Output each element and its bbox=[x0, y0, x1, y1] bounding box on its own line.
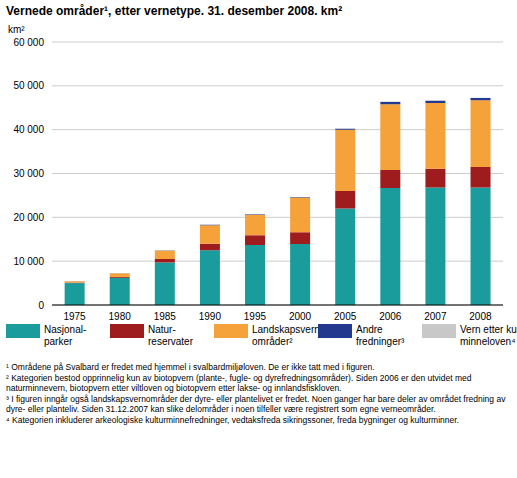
html-text:¹ Områdene på Svalbard er fred: ¹ Områdene på Svalbard er fredet med hje… bbox=[6, 362, 375, 372]
svg-text:2007: 2007 bbox=[424, 311, 447, 322]
html-text:Landskapsvern- områder²: Landskapsvern- områder² bbox=[252, 324, 324, 347]
svg-text:1990: 1990 bbox=[199, 311, 222, 322]
html-text:km²: km² bbox=[8, 24, 25, 35]
svg-text:1995: 1995 bbox=[244, 311, 267, 322]
html-text:Vernede områder¹, etter vernet: Vernede områder¹, etter vernetype. 31. d… bbox=[6, 4, 343, 18]
svg-text:40 000: 40 000 bbox=[13, 124, 44, 135]
svg-text:10 000: 10 000 bbox=[13, 256, 44, 267]
svg-text:60 000: 60 000 bbox=[13, 37, 44, 48]
html-text:⁴ Kategorien inkluderer arkeol: ⁴ Kategorien inkluderer arkeologiske kul… bbox=[6, 414, 459, 425]
svg-text:1980: 1980 bbox=[109, 311, 132, 322]
svg-text:50 000: 50 000 bbox=[13, 80, 44, 91]
html-text:Natur- reservater: Natur- reservater bbox=[148, 324, 193, 347]
svg-text:30 000: 30 000 bbox=[13, 168, 44, 179]
svg-text:20 000: 20 000 bbox=[13, 212, 44, 223]
svg-text:2008: 2008 bbox=[469, 311, 492, 322]
svg-text:2000: 2000 bbox=[289, 311, 312, 322]
svg-text:1975: 1975 bbox=[63, 311, 86, 322]
svg-text:2006: 2006 bbox=[379, 311, 402, 322]
html-text:³ I figuren inngår også landsk: ³ I figuren inngår også landskapsvernomr… bbox=[6, 393, 506, 414]
html-text:² Kategorien bestod opprinneli: ² Kategorien bestod opprinnelig kun av b… bbox=[6, 372, 472, 393]
html-text:Nasjonal- parker: Nasjonal- parker bbox=[44, 324, 87, 347]
svg-text:1985: 1985 bbox=[154, 311, 177, 322]
html-text:Andre fredninger³: Andre fredninger³ bbox=[356, 324, 405, 347]
svg-text:0: 0 bbox=[38, 300, 44, 311]
svg-text:2005: 2005 bbox=[334, 311, 357, 322]
